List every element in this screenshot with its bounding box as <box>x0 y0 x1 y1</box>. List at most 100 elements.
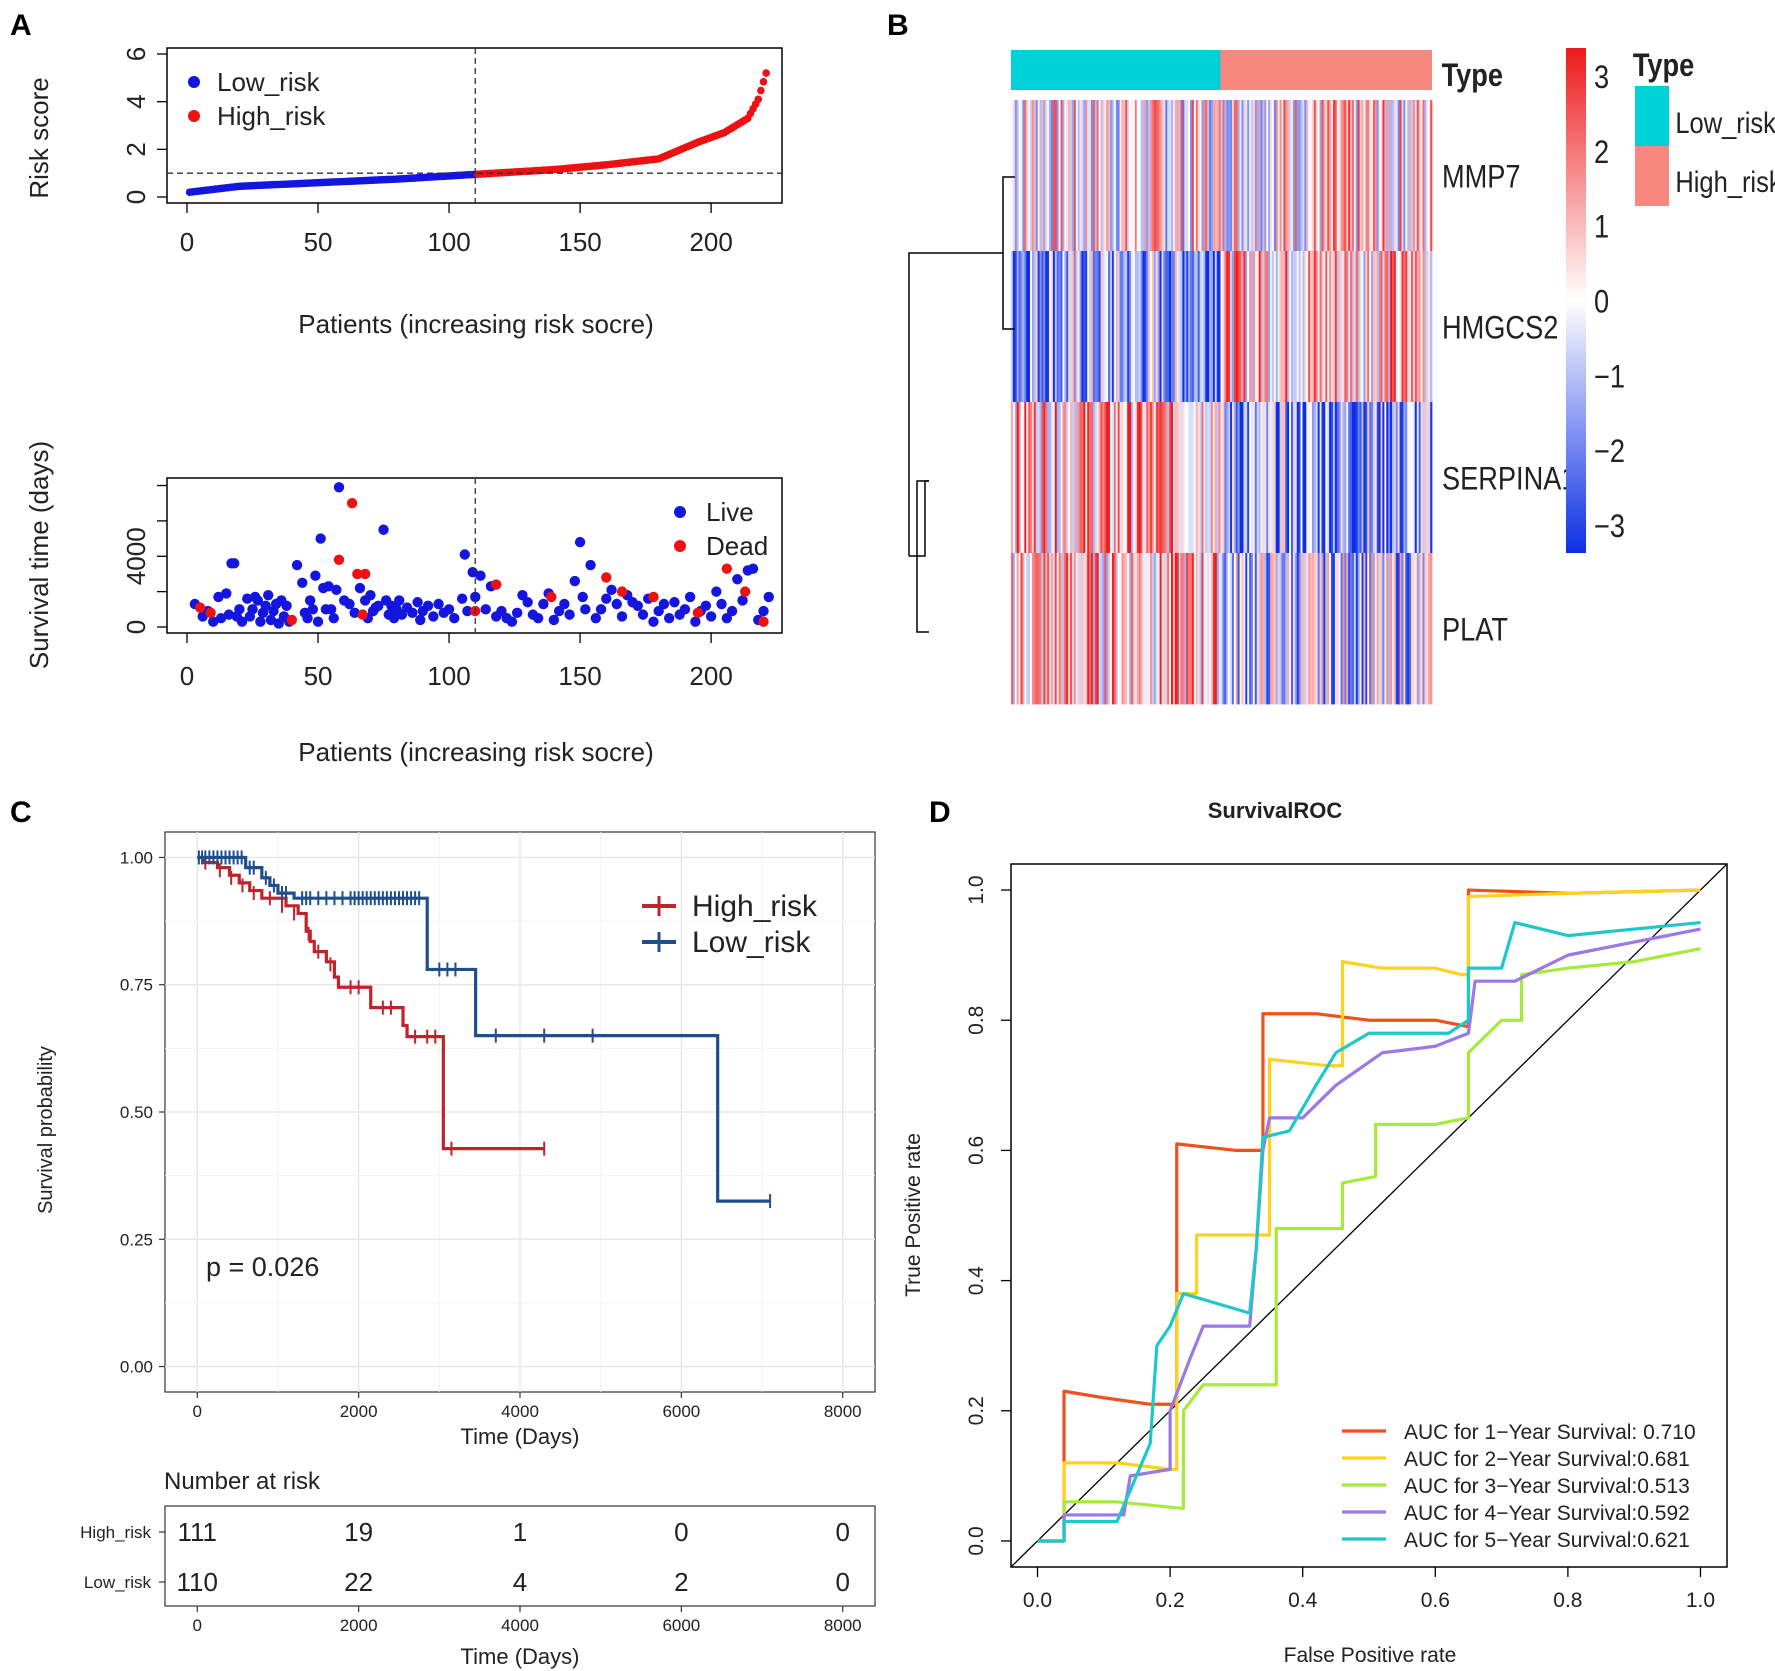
heatmap-cell <box>1365 100 1368 252</box>
heatmap-cell <box>1397 553 1401 705</box>
panel-label-b: B <box>887 9 909 42</box>
heatmap-cell <box>1306 553 1309 705</box>
heatmap-cell <box>1056 553 1060 705</box>
heatmap-cell <box>1153 100 1157 252</box>
heatmap-cell <box>1073 553 1077 705</box>
heatmap-cell <box>1411 553 1414 705</box>
heatmap-cell <box>1020 251 1023 403</box>
heatmap-cell <box>1390 553 1393 705</box>
heatmap-cell <box>1016 553 1020 705</box>
heatmap-cell <box>1241 100 1244 252</box>
heatmap-cell <box>1365 553 1368 705</box>
heatmap-cell <box>1134 402 1138 554</box>
heatmap-cell <box>1411 100 1414 252</box>
point-live <box>663 612 675 624</box>
heatmap-cell <box>1428 251 1431 403</box>
heatmap-cell <box>1380 402 1383 554</box>
heatmap-cell <box>1350 402 1353 554</box>
heatmap-cell <box>1277 251 1281 403</box>
point-live <box>304 595 316 606</box>
point-live <box>415 614 426 626</box>
heatmap-cell <box>1390 100 1393 252</box>
heatmap-cell <box>1348 402 1351 554</box>
heatmap-cell <box>1285 251 1288 403</box>
heatmap-cell <box>1142 402 1145 554</box>
heatmap-cell <box>1028 251 1031 403</box>
heatmap-cell <box>1060 251 1063 403</box>
heatmap-cell <box>1424 402 1427 554</box>
heatmap-cell <box>1134 100 1138 252</box>
heatmap-cell <box>1205 553 1208 705</box>
heatmap-cell <box>1243 402 1246 554</box>
heatmap-cell <box>1237 402 1240 554</box>
heatmap-cell <box>1049 402 1052 554</box>
heatmap-cell <box>1380 100 1383 252</box>
heatmap-cell <box>1220 100 1223 252</box>
survival-time-y-axis: 0 4000 <box>121 484 167 634</box>
heatmap-cell <box>1138 100 1141 252</box>
heatmap-cell <box>1327 402 1330 554</box>
roc-legend-label: AUC for 4−Year Survival:0.592 <box>1404 1502 1690 1525</box>
heatmap-cell <box>1357 402 1361 554</box>
point-live <box>548 614 560 626</box>
heatmap-cell <box>1056 100 1060 252</box>
heatmap-cell <box>1393 100 1397 252</box>
heatmap-cell <box>1165 100 1168 252</box>
heatmap-cell <box>1239 100 1242 252</box>
heatmap-cell <box>1071 100 1075 252</box>
heatmap-cell <box>1018 553 1021 705</box>
heatmap-cell <box>1144 402 1147 554</box>
x-tick-label: 150 <box>558 227 601 257</box>
heatmap-cell <box>1273 402 1277 554</box>
heatmap-cell <box>1062 402 1065 554</box>
heatmap-cell <box>1336 100 1340 252</box>
gene-label: PLAT <box>1442 612 1508 648</box>
heatmap-cell <box>1211 100 1214 252</box>
heatmap-cell <box>1117 553 1120 705</box>
point-live <box>705 611 717 622</box>
roc-y-tick-label: 0.0 <box>965 1526 988 1555</box>
heatmap-cell <box>1376 553 1380 705</box>
heatmap-cell <box>1096 402 1100 554</box>
heatmap-cell <box>1172 402 1176 554</box>
heatmap-cell <box>1077 251 1080 403</box>
heatmap-cell <box>1249 402 1252 554</box>
risk-table-x-tick-label: 2000 <box>340 1616 378 1635</box>
heatmap-cell <box>1395 402 1399 554</box>
point-live <box>532 612 544 624</box>
heatmap-cell <box>1136 251 1140 403</box>
heatmap-cell <box>1182 251 1185 403</box>
heatmap-cell <box>1209 251 1212 403</box>
heatmap-cell <box>1245 100 1248 252</box>
heatmap-cell <box>1121 100 1124 252</box>
roc-diagonal <box>1010 863 1728 1568</box>
heatmap-cell <box>1121 553 1124 705</box>
heatmap-cell <box>1422 553 1425 705</box>
heatmap-cell <box>1195 553 1199 705</box>
color-scale-tick-label: 1 <box>1594 210 1609 246</box>
heatmap-cell <box>1214 553 1218 705</box>
heatmap-cell <box>1289 402 1292 554</box>
heatmap-cell <box>1172 251 1176 403</box>
heatmap-cell <box>1243 100 1246 252</box>
point-live <box>255 616 266 627</box>
heatmap-cell <box>1142 251 1145 403</box>
heatmap-cell <box>1283 402 1286 554</box>
heatmap-cell <box>1355 553 1359 705</box>
point-live <box>234 604 245 615</box>
risk-table-cell: 111 <box>178 1517 218 1547</box>
heatmap-cell <box>1199 402 1202 554</box>
heatmap-cell <box>1211 553 1214 705</box>
heatmap-cell <box>1068 251 1071 403</box>
heatmap-cell <box>1125 100 1128 252</box>
heatmap-cell <box>1182 553 1185 705</box>
heatmap-cell <box>1422 251 1425 403</box>
heatmap-cell <box>1275 251 1279 403</box>
heatmap-cell <box>1302 402 1305 554</box>
heatmap-cell <box>1201 553 1204 705</box>
heatmap-cell <box>1273 553 1277 705</box>
heatmap-cell <box>1169 402 1172 554</box>
heatmap-cell <box>1178 251 1181 403</box>
heatmap-cell <box>1281 100 1284 252</box>
